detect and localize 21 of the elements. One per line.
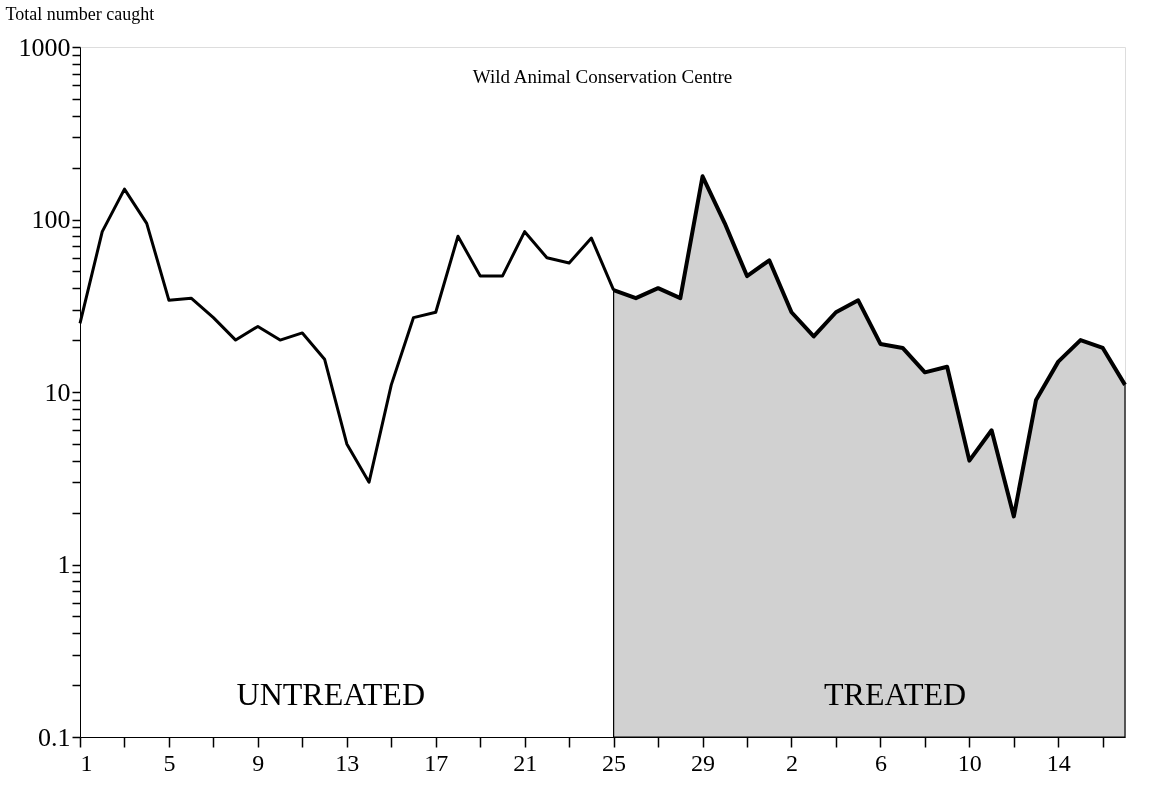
x-tick-label: 29 <box>691 749 716 776</box>
y-tick-label: 10 <box>44 377 71 407</box>
x-tick-label: 21 <box>513 749 538 776</box>
x-tick-label: 2 <box>785 749 798 776</box>
x-tick-label: 10 <box>957 749 982 776</box>
text: Wild Animal Conservation Centre <box>472 66 733 87</box>
x-tick-label: 9 <box>252 749 265 776</box>
y-tick-label: 0.1 <box>38 722 71 752</box>
y-tick-label: 100 <box>31 205 71 234</box>
annotation: TREATED <box>824 676 967 712</box>
y-axis-title: Total number caught <box>5 3 155 24</box>
y-tick-label: 1 <box>57 550 71 579</box>
x-tick-label: 1 <box>80 749 93 776</box>
x-tick-label: 5 <box>163 749 176 776</box>
annotation: UNTREATED <box>236 676 426 712</box>
x-tick-label: 25 <box>602 749 627 776</box>
x-tick-label: 13 <box>335 749 360 776</box>
y-tick-label: 1000 <box>18 32 71 62</box>
x-tick-label: 6 <box>874 749 887 776</box>
x-tick-label: 14 <box>1046 749 1071 776</box>
x-tick-label: 17 <box>424 749 449 776</box>
